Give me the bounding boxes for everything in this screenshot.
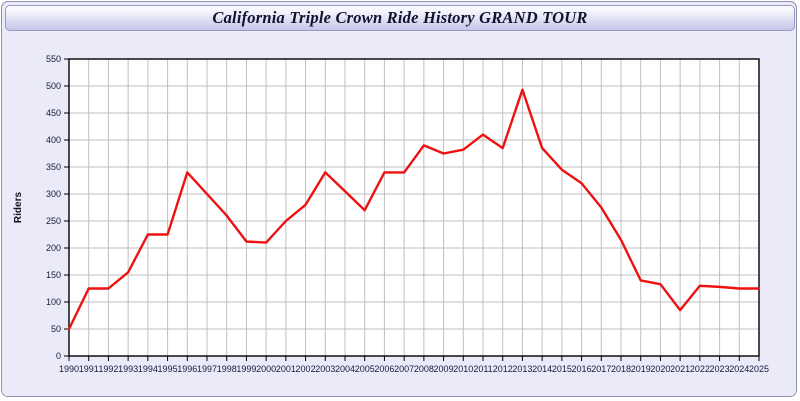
x-tick-label: 1990 (59, 364, 79, 374)
x-tick-label: 1994 (138, 364, 158, 374)
x-tick-label: 2021 (670, 364, 690, 374)
x-tick-label: 2019 (631, 364, 651, 374)
y-tick-label: 100 (46, 297, 61, 307)
x-tick-label: 2001 (276, 364, 296, 374)
y-axis-title-label: Riders (13, 192, 24, 224)
x-tick-label: 2013 (512, 364, 532, 374)
x-tick-label: 2008 (414, 364, 434, 374)
y-tick-label: 250 (46, 216, 61, 226)
x-tick-label: 2005 (355, 364, 375, 374)
x-tick-label: 1991 (79, 364, 99, 374)
x-tick-label: 2009 (434, 364, 454, 374)
y-tick-label: 350 (46, 162, 61, 172)
data-series-line (67, 88, 761, 331)
x-tick-label: 2003 (315, 364, 335, 374)
y-tick-label: 400 (46, 135, 61, 145)
y-tick-label: 450 (46, 108, 61, 118)
y-tick-label: 550 (46, 54, 61, 64)
plot-area (69, 59, 759, 356)
data-series-group (67, 88, 761, 331)
x-tick-label: 2024 (729, 364, 749, 374)
chart-title-bar: California Triple Crown Ride History GRA… (5, 5, 795, 31)
x-tick-label: 2025 (749, 364, 769, 374)
y-axis-title: Riders (13, 192, 24, 224)
plot-frame (68, 58, 760, 357)
x-tick-label: 1996 (177, 364, 197, 374)
x-tick-label: 2014 (532, 364, 552, 374)
x-tick-label: 2004 (335, 364, 355, 374)
x-tick-label: 2018 (611, 364, 631, 374)
x-tick-label: 2010 (453, 364, 473, 374)
x-tick-label: 2006 (374, 364, 394, 374)
x-tick-label: 2020 (650, 364, 670, 374)
plot-area-background (69, 59, 759, 356)
x-tick-label: 2017 (591, 364, 611, 374)
x-tick-label: 2002 (296, 364, 316, 374)
page-title: California Triple Crown Ride History GRA… (212, 8, 588, 27)
y-axis: 0 50 100 150 200 250 300 350 400 450 500 550 (46, 54, 69, 361)
x-tick-label: 2023 (710, 364, 730, 374)
y-tick-label: 0 (56, 351, 61, 361)
x-tick-label: 1995 (158, 364, 178, 374)
y-tick-label: 50 (51, 324, 61, 334)
chart-body: 0 50 100 150 200 250 300 350 400 450 500 550 1990 19… (2, 33, 796, 396)
x-tick-label: 2015 (552, 364, 572, 374)
x-tick-label: 2000 (256, 364, 276, 374)
x-tick-label: 2011 (473, 364, 492, 374)
x-tick-label: 2012 (493, 364, 513, 374)
x-axis: 1990 1991 1992 1993 1994 1995 1996 1997 1998 1999… (59, 356, 769, 374)
y-tick-label: 300 (46, 189, 61, 199)
x-tick-label: 2007 (394, 364, 414, 374)
x-tick-label: 1993 (118, 364, 138, 374)
x-tick-label: 1999 (236, 364, 256, 374)
y-tick-label: 150 (46, 270, 61, 280)
x-tick-label: 1992 (98, 364, 118, 374)
y-tick-label: 500 (46, 81, 61, 91)
plot-border (68, 58, 760, 357)
x-tick-label: 1997 (197, 364, 217, 374)
y-tick-label: 200 (46, 243, 61, 253)
x-tick-label: 2016 (572, 364, 592, 374)
x-tick-label: 1998 (217, 364, 237, 374)
x-tick-label: 2022 (690, 364, 710, 374)
